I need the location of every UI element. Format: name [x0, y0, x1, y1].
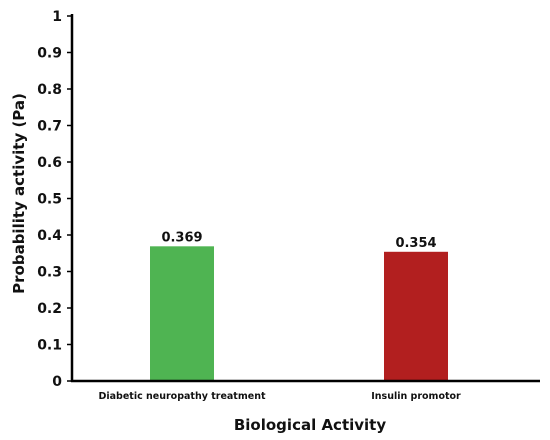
- y-tick-label: 0.5: [37, 192, 62, 208]
- y-axis-title: Probability activity (Pa): [10, 93, 28, 294]
- y-tick-label: 0.6: [37, 155, 62, 171]
- y-tick-label: 0: [52, 374, 62, 390]
- data-labels: 0.369 0.354: [161, 230, 436, 250]
- bar-value-label: 0.369: [161, 230, 202, 245]
- y-tick-label: 0.1: [37, 338, 62, 354]
- y-tick-label: 1: [52, 9, 62, 25]
- bar-value-label: 0.354: [395, 236, 436, 251]
- x-category-label: Diabetic neuropathy treatment: [99, 391, 266, 402]
- x-axis-category-labels: Diabetic neuropathy treatment Insulin pro…: [99, 391, 462, 402]
- y-tick-label: 0.8: [37, 82, 62, 98]
- x-category-label: Insulin promotor: [371, 391, 461, 402]
- bar: [384, 251, 448, 381]
- y-axis-ticks: 0 0.1 0.2 0.3 0.4 0.5 0.6 0.7 0.8 0.9 1: [37, 9, 72, 390]
- bar: [150, 246, 214, 381]
- y-tick-label: 0.9: [37, 46, 62, 62]
- y-tick-label: 0.2: [37, 301, 62, 317]
- x-axis-title: Biological Activity: [234, 416, 386, 434]
- y-tick-label: 0.4: [37, 228, 62, 244]
- y-tick-label: 0.7: [37, 119, 62, 135]
- y-tick-label: 0.3: [37, 265, 62, 281]
- bars: [150, 246, 448, 381]
